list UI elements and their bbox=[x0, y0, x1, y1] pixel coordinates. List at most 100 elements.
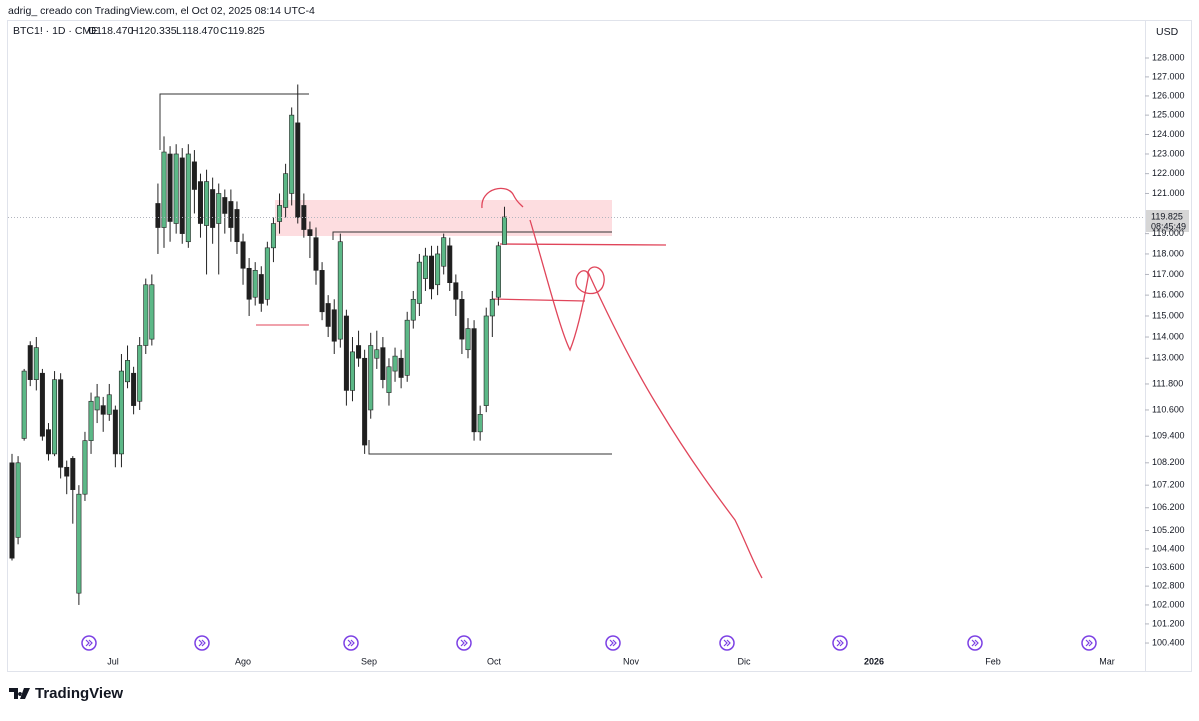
y-tick-label: 102.800 bbox=[1152, 581, 1185, 591]
x-tick-label: Mar bbox=[1099, 656, 1115, 666]
candle-body bbox=[349, 351, 355, 391]
candle-body bbox=[368, 345, 374, 411]
candle-body bbox=[410, 298, 416, 321]
y-tick-label: 113.000 bbox=[1152, 353, 1184, 363]
candles bbox=[9, 84, 507, 605]
candle-body bbox=[453, 282, 459, 300]
y-tick-label: 122.000 bbox=[1152, 168, 1185, 178]
event-icon-glyph bbox=[836, 639, 844, 647]
y-tick-label: 111.800 bbox=[1152, 378, 1183, 388]
candle-body bbox=[167, 153, 173, 222]
candle-body bbox=[435, 253, 441, 286]
candle-body bbox=[495, 245, 501, 298]
candle-body bbox=[471, 328, 477, 433]
event-icon-glyph bbox=[1085, 639, 1093, 647]
candle-body bbox=[21, 370, 27, 439]
candle-body bbox=[289, 114, 295, 194]
candle-body bbox=[143, 284, 149, 346]
candle-body bbox=[313, 237, 319, 271]
candle-body bbox=[319, 270, 325, 313]
y-tick-label: 107.200 bbox=[1152, 480, 1185, 490]
y-tick-label: 108.200 bbox=[1152, 457, 1185, 467]
brand: TradingView bbox=[35, 685, 123, 702]
high-line bbox=[159, 93, 309, 150]
candle-body bbox=[76, 493, 82, 594]
candle-body bbox=[404, 319, 410, 376]
y-tick-label: 123.000 bbox=[1152, 148, 1185, 158]
event-icon-glyph bbox=[460, 639, 468, 647]
candle-body bbox=[125, 360, 131, 383]
range-high-line bbox=[332, 231, 612, 240]
y-tick-label: 119.000 bbox=[1152, 228, 1184, 238]
candle-body bbox=[459, 298, 465, 340]
x-tick-label: Feb bbox=[985, 656, 1001, 666]
y-tick-label: 114.000 bbox=[1152, 331, 1184, 341]
candle-body bbox=[234, 209, 240, 243]
event-icon-glyph bbox=[347, 639, 355, 647]
credit: adrig_ creado con TradingView.com, el Oc… bbox=[8, 5, 315, 17]
event-icon-glyph bbox=[971, 639, 979, 647]
candle-body bbox=[422, 255, 428, 279]
candle-body bbox=[118, 370, 124, 455]
event-icon-glyph bbox=[85, 639, 93, 647]
candle-body bbox=[45, 429, 51, 455]
y-tick-label: 106.200 bbox=[1152, 502, 1185, 512]
candle-body bbox=[27, 345, 33, 380]
x-tick-label: Jul bbox=[107, 656, 119, 666]
candle-body bbox=[489, 298, 495, 317]
event-icon-glyph bbox=[723, 639, 731, 647]
candle-body bbox=[112, 409, 118, 455]
y-tick-label: 128.000 bbox=[1152, 52, 1185, 62]
candle-body bbox=[252, 270, 258, 298]
candle-body bbox=[483, 315, 489, 406]
candle-body bbox=[64, 466, 70, 477]
candle-body bbox=[179, 157, 185, 234]
y-tick-label: 121.000 bbox=[1152, 188, 1185, 198]
candle-body bbox=[447, 245, 453, 284]
candle-body bbox=[100, 405, 106, 415]
candle-body bbox=[295, 122, 301, 218]
ohlc-high: H120.335 bbox=[131, 25, 177, 37]
candle-body bbox=[15, 462, 21, 538]
candle-body bbox=[277, 205, 283, 222]
candle-body bbox=[149, 284, 155, 340]
candle-body bbox=[39, 372, 45, 437]
candle-body bbox=[191, 161, 197, 190]
candle-body bbox=[137, 345, 143, 402]
candle-body bbox=[465, 328, 471, 351]
y-tick-label: 105.200 bbox=[1152, 525, 1185, 535]
red-line bbox=[499, 243, 667, 246]
last-price-tag bbox=[1146, 210, 1189, 232]
candle-body bbox=[33, 347, 39, 380]
candle-body bbox=[197, 181, 203, 224]
brand-logo: TradingView bbox=[9, 685, 123, 702]
candle-body bbox=[204, 181, 210, 226]
y-tick-label: 102.000 bbox=[1152, 599, 1185, 609]
candle-body bbox=[246, 267, 252, 300]
candle-body bbox=[173, 153, 179, 224]
candle-body bbox=[386, 366, 392, 393]
x-tick-label: Nov bbox=[623, 656, 640, 666]
candle-body bbox=[131, 372, 137, 406]
countdown: 08:45:49 bbox=[1151, 221, 1186, 231]
candle-body bbox=[161, 151, 167, 228]
candle-body bbox=[374, 349, 380, 359]
red-line bbox=[491, 298, 586, 302]
candle-body bbox=[270, 223, 276, 249]
candle-body bbox=[88, 400, 94, 441]
candle-body bbox=[337, 241, 343, 340]
candle-body bbox=[325, 303, 331, 327]
ohlc-close: C119.825 bbox=[220, 25, 265, 37]
x-tick-label: Dic bbox=[738, 656, 751, 666]
y-tick-label: 126.000 bbox=[1152, 90, 1185, 100]
y-tick-label: 124.000 bbox=[1152, 129, 1185, 139]
candle-body bbox=[185, 153, 191, 243]
candle-body bbox=[301, 205, 307, 230]
frame bbox=[7, 20, 1192, 672]
y-tick-label: 103.600 bbox=[1152, 562, 1185, 572]
x-tick-label: Ago bbox=[235, 656, 251, 666]
candle-body bbox=[392, 355, 398, 372]
candle-body bbox=[52, 379, 58, 455]
range-low-line bbox=[368, 440, 612, 455]
